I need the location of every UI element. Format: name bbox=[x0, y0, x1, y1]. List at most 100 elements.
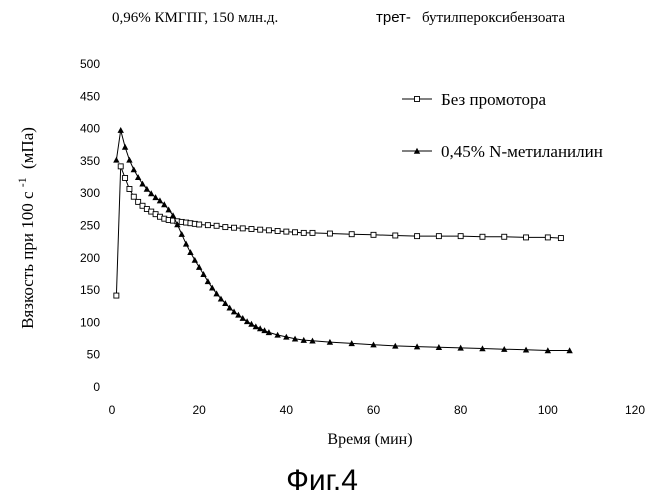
y-tick-label: 250 bbox=[80, 219, 100, 233]
series-2-point bbox=[252, 323, 260, 330]
series-2-point bbox=[222, 300, 229, 307]
series-2-point bbox=[169, 212, 177, 219]
y-tick-label: 300 bbox=[80, 186, 100, 200]
y-tick-label: 450 bbox=[80, 89, 100, 103]
series-2-point bbox=[165, 206, 172, 213]
series-2-point bbox=[126, 156, 133, 163]
series-2-point bbox=[230, 308, 238, 315]
x-axis-label: Время (мин) bbox=[327, 431, 412, 448]
x-tick-label: 100 bbox=[538, 403, 558, 417]
chart-title-part2: трет- bbox=[376, 9, 411, 26]
svg-text:Вязкость при 100 с -1: Вязкость при 100 с -1 (мПа) bbox=[11, 127, 37, 329]
y-tick-label: 350 bbox=[80, 154, 100, 168]
x-tick-label: 60 bbox=[367, 403, 381, 417]
series-1-point bbox=[557, 235, 564, 242]
series-2-point bbox=[370, 341, 377, 348]
series-2-point bbox=[479, 345, 486, 352]
series-2-point bbox=[143, 185, 151, 192]
series-2-line bbox=[115, 130, 570, 351]
series-2-point bbox=[213, 290, 220, 297]
series-1-point bbox=[283, 228, 290, 235]
series-1-point bbox=[501, 233, 508, 240]
series-2-point bbox=[243, 318, 251, 325]
series-1-point bbox=[348, 231, 355, 238]
series-1-line bbox=[115, 166, 561, 296]
series-1-point bbox=[435, 233, 442, 240]
y-tick-label: 100 bbox=[80, 315, 100, 329]
series-1-point bbox=[292, 229, 298, 236]
series-1-point bbox=[126, 186, 133, 192]
y-tick-label: 500 bbox=[80, 57, 100, 71]
series-2-point bbox=[152, 194, 159, 201]
series-1-point bbox=[222, 224, 229, 231]
series-1-point bbox=[204, 222, 211, 229]
x-tick-label: 20 bbox=[192, 403, 206, 417]
series-1-point bbox=[523, 234, 529, 241]
series-2-point bbox=[182, 240, 190, 247]
series-2-point bbox=[265, 329, 273, 336]
series-2-point bbox=[348, 340, 355, 347]
series-2-point bbox=[566, 347, 573, 354]
series-1-point bbox=[257, 226, 264, 233]
series-2-point bbox=[235, 311, 242, 318]
series-1-point bbox=[265, 227, 272, 234]
series-2-point bbox=[261, 327, 268, 334]
series-1-point bbox=[248, 226, 255, 232]
legend-label: 0,45% N-метиланилин bbox=[441, 142, 603, 161]
y-tick-label: 150 bbox=[80, 283, 100, 297]
series-1-point bbox=[117, 163, 124, 170]
series-2-point bbox=[174, 221, 181, 228]
series-2-point bbox=[248, 320, 255, 327]
series-2-point bbox=[522, 346, 530, 353]
series-2-point bbox=[204, 278, 212, 285]
series-1-point bbox=[139, 202, 146, 209]
series-2-point bbox=[274, 331, 281, 338]
legend-label: Без промотора bbox=[441, 90, 546, 109]
series-2-point bbox=[256, 325, 264, 332]
legend-item-2: 0,45% N-метиланилин bbox=[402, 142, 603, 161]
series-2-point bbox=[161, 201, 168, 208]
series-1-point bbox=[544, 234, 551, 241]
series-2-point bbox=[544, 347, 552, 354]
series-1-point bbox=[326, 230, 333, 237]
series-2-point bbox=[217, 295, 225, 302]
series-1-point bbox=[122, 175, 129, 181]
series-1-point bbox=[239, 225, 246, 232]
x-tick-label: 0 bbox=[109, 403, 116, 417]
series-2-point bbox=[283, 333, 290, 340]
series-2-point bbox=[413, 343, 421, 350]
series-2-point bbox=[392, 342, 399, 349]
series-1-point bbox=[479, 233, 486, 240]
series-1-point bbox=[309, 229, 316, 236]
series-2 bbox=[113, 126, 573, 354]
series-1-point bbox=[213, 222, 220, 229]
y-axis-label: Вязкость при 100 с -1 (мПа) bbox=[11, 127, 37, 329]
y-axis-label-unit: (мПа) bbox=[18, 127, 37, 169]
y-tick-label: 50 bbox=[87, 348, 101, 362]
series-1-point bbox=[274, 228, 281, 234]
legend-marker bbox=[413, 147, 421, 154]
x-tick-label: 120 bbox=[625, 403, 645, 417]
series-1-point bbox=[196, 221, 203, 228]
x-tick-label: 40 bbox=[280, 403, 294, 417]
series-1-point bbox=[370, 231, 377, 238]
series-2-point bbox=[501, 345, 508, 352]
series-1-point bbox=[231, 224, 237, 231]
series-2-point bbox=[117, 126, 124, 133]
chart-title-part3: бутилпероксибензоата bbox=[422, 10, 565, 26]
x-tick-label: 80 bbox=[454, 403, 468, 417]
series-1-point bbox=[113, 292, 120, 299]
series-2-point bbox=[209, 284, 216, 291]
chart-title-part1: 0,96% КМГПГ, 150 млн.д. bbox=[112, 10, 278, 26]
series-1-point bbox=[130, 193, 137, 200]
series-2-point bbox=[156, 197, 164, 204]
series-2-point bbox=[239, 314, 246, 321]
series-2-point bbox=[191, 256, 199, 263]
series-2-point bbox=[200, 271, 207, 277]
series-2-point bbox=[291, 335, 299, 342]
y-axis-label-main: Вязкость при 100 с bbox=[18, 191, 37, 329]
series-2-point bbox=[130, 166, 137, 173]
series-2-point bbox=[113, 156, 120, 163]
legend-item-1: Без промотора bbox=[402, 90, 546, 109]
